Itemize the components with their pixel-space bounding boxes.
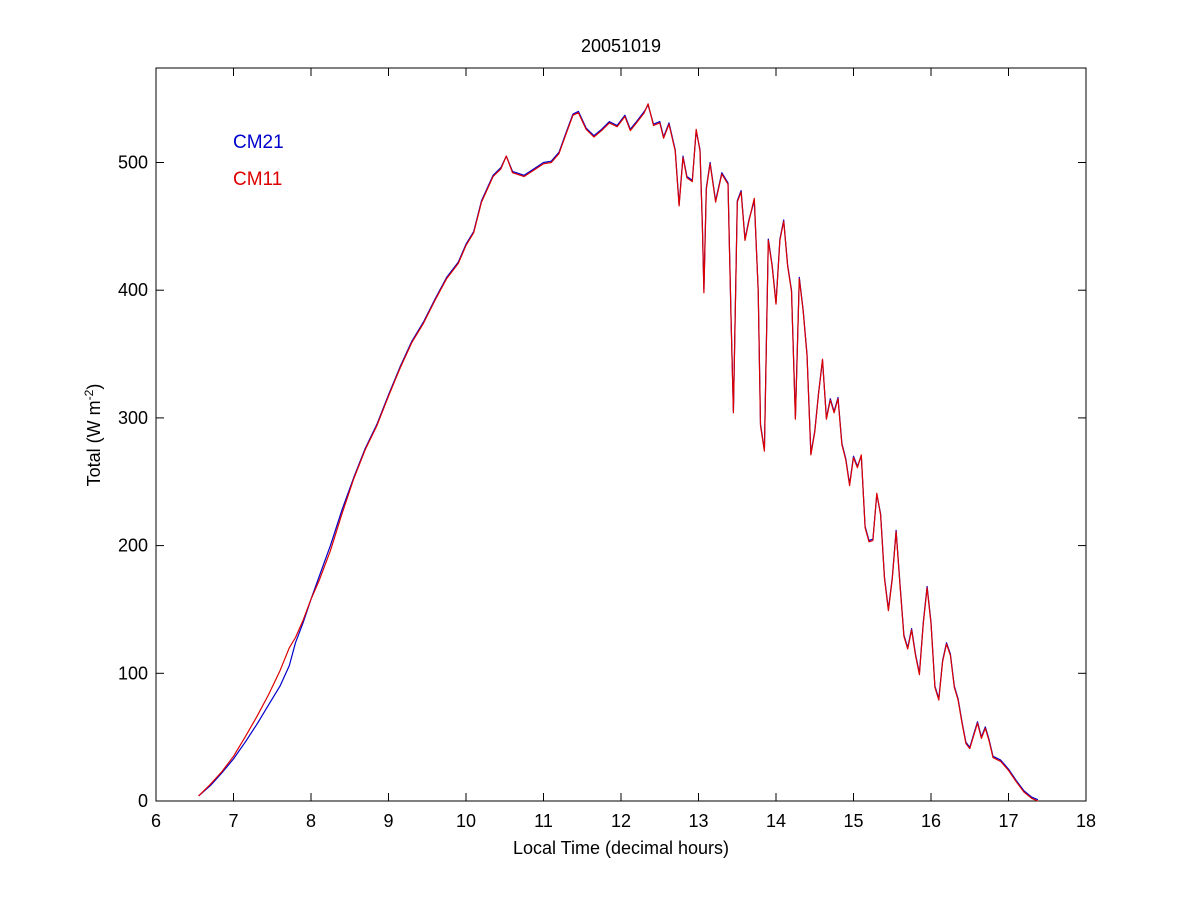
x-tick-label: 10	[456, 811, 476, 831]
legend-entry-cm21: CM21	[233, 132, 284, 153]
x-axis-label: Local Time (decimal hours)	[513, 838, 729, 858]
x-tick-label: 9	[383, 811, 393, 831]
x-tick-label: 6	[151, 811, 161, 831]
y-tick-label: 300	[118, 408, 148, 428]
x-tick-label: 14	[766, 811, 786, 831]
y-axis-label: Total (W m-2)	[82, 384, 104, 487]
x-tick-label: 11	[534, 811, 553, 831]
y-axis-label-main: Total (W m	[84, 400, 104, 486]
y-tick-label: 200	[118, 536, 148, 556]
y-tick-label: 0	[138, 791, 148, 811]
series-lines	[198, 103, 1039, 802]
y-axis-label-superscript: -2	[82, 389, 96, 400]
plot-area	[155, 67, 1087, 802]
y-axis-label-close: )	[84, 384, 104, 390]
x-tick-label: 13	[688, 811, 708, 831]
x-axis: 6 7 8 9 10 11 12 13 14 15 16 17 18	[151, 68, 1096, 831]
y-tick-label: 500	[118, 152, 148, 172]
x-tick-label: 17	[998, 811, 1018, 831]
x-tick-label: 18	[1076, 811, 1096, 831]
y-axis: 0 100 200 300 400 500	[118, 152, 1086, 811]
x-tick-label: 7	[228, 811, 238, 831]
x-tick-label: 16	[921, 811, 941, 831]
chart-title: 20051019	[581, 36, 661, 56]
y-tick-label: 100	[118, 663, 148, 683]
legend-entry-cm11: CM11	[233, 169, 282, 190]
x-tick-label: 15	[843, 811, 863, 831]
legend: CM21 CM11	[233, 132, 284, 190]
x-tick-label: 12	[611, 811, 631, 831]
y-tick-label: 400	[118, 280, 148, 300]
series-line-cm11	[198, 103, 1039, 802]
x-tick-label: 8	[306, 811, 316, 831]
